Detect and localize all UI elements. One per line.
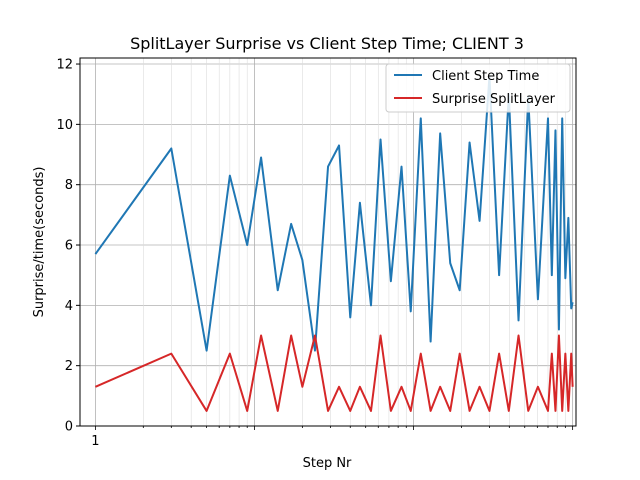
y-axis-label: Surprise/time(seconds): [32, 167, 47, 318]
series-line-client-step-time: [94, 75, 574, 352]
legend-box: [385, 63, 571, 113]
y-tick-label: 8: [65, 178, 73, 193]
y-tick-label: 0: [65, 420, 73, 435]
chart-title: SplitLayer Surprise vs Client Step Time;…: [130, 34, 524, 53]
tick-layer: 0 2 4 6 8 10 12 1: [56, 58, 574, 449]
y-tick-label: 12: [56, 58, 73, 73]
y-tick-label: 2: [65, 359, 73, 374]
y-tick-label: 10: [56, 118, 73, 133]
y-tick-label: 6: [65, 239, 73, 254]
legend-label-client-step-time: Client Step Time: [432, 69, 539, 84]
x-tick-label: 1: [91, 434, 99, 449]
plot-frame: [79, 57, 577, 427]
series-line-surprise-splitlayer: [95, 334, 574, 412]
x-axis-label: Step Nr: [303, 456, 352, 471]
y-tick-label: 4: [65, 299, 73, 314]
legend: Client Step Time Surprise SplitLayer: [385, 63, 571, 113]
legend-label-surprise-splitlayer: Surprise SplitLayer: [432, 92, 556, 107]
series-layer: [94, 75, 574, 412]
